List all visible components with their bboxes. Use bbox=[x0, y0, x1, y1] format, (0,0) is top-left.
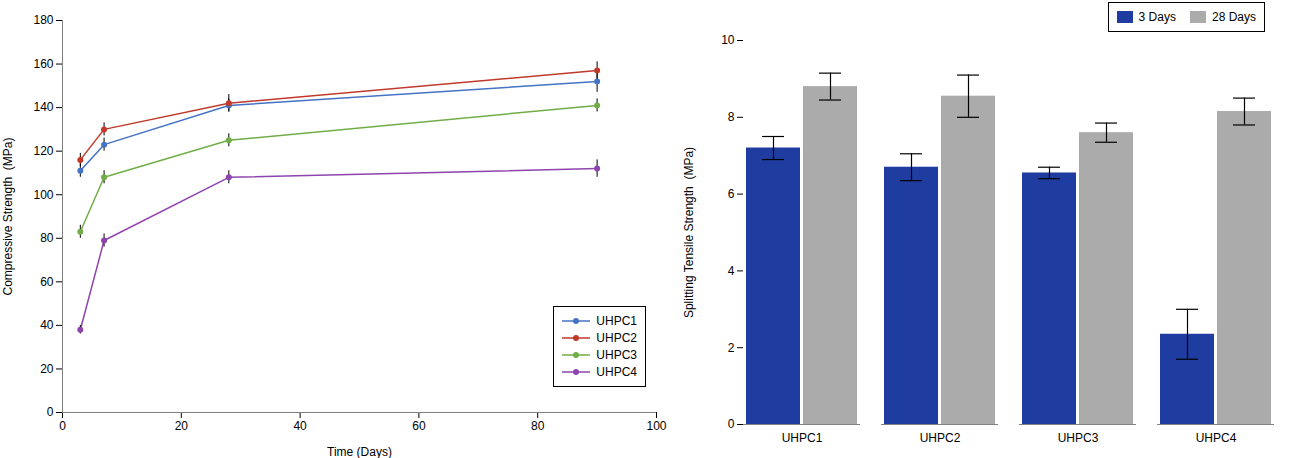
svg-text:80: 80 bbox=[40, 231, 54, 245]
html-text:UHPC1: UHPC1 bbox=[596, 314, 637, 328]
svg-text:8: 8 bbox=[728, 110, 735, 124]
svg-text:10: 10 bbox=[721, 33, 735, 47]
svg-text:Compressive Strength (MPa): Compressive Strength (MPa) bbox=[1, 137, 15, 295]
svg-text:120: 120 bbox=[33, 144, 53, 158]
svg-text:80: 80 bbox=[531, 419, 545, 433]
svg-text:0: 0 bbox=[47, 405, 54, 419]
svg-text:100: 100 bbox=[646, 419, 666, 433]
svg-text:UHPC4: UHPC4 bbox=[1196, 431, 1237, 445]
svg-text:2: 2 bbox=[728, 341, 735, 355]
html-text:28 Days: 28 Days bbox=[1212, 10, 1256, 24]
svg-text:40: 40 bbox=[40, 318, 54, 332]
svg-text:40: 40 bbox=[293, 419, 307, 433]
svg-text:4: 4 bbox=[728, 264, 735, 278]
svg-text:140: 140 bbox=[33, 100, 53, 114]
svg-text:Time (Days): Time (Days) bbox=[327, 445, 392, 458]
svg-text:180: 180 bbox=[33, 13, 53, 27]
svg-text:Splitting Tensile Strength (M: Splitting Tensile Strength (MPa) bbox=[682, 147, 696, 318]
svg-text:20: 20 bbox=[40, 362, 54, 376]
svg-text:0: 0 bbox=[59, 419, 66, 433]
svg-text:0: 0 bbox=[728, 417, 735, 431]
svg-text:UHPC2: UHPC2 bbox=[920, 431, 961, 445]
svg-text:60: 60 bbox=[40, 275, 54, 289]
svg-text:6: 6 bbox=[728, 187, 735, 201]
html-text:3 Days: 3 Days bbox=[1138, 10, 1176, 24]
html-text:UHPC2: UHPC2 bbox=[596, 331, 637, 345]
html-text:UHPC4: UHPC4 bbox=[596, 365, 637, 379]
svg-text:20: 20 bbox=[175, 419, 189, 433]
svg-text:UHPC3: UHPC3 bbox=[1058, 431, 1099, 445]
svg-text:UHPC1: UHPC1 bbox=[782, 431, 823, 445]
html-text:UHPC3: UHPC3 bbox=[596, 348, 637, 362]
svg-text:160: 160 bbox=[33, 57, 53, 71]
svg-text:60: 60 bbox=[412, 419, 426, 433]
svg-text:100: 100 bbox=[33, 188, 53, 202]
